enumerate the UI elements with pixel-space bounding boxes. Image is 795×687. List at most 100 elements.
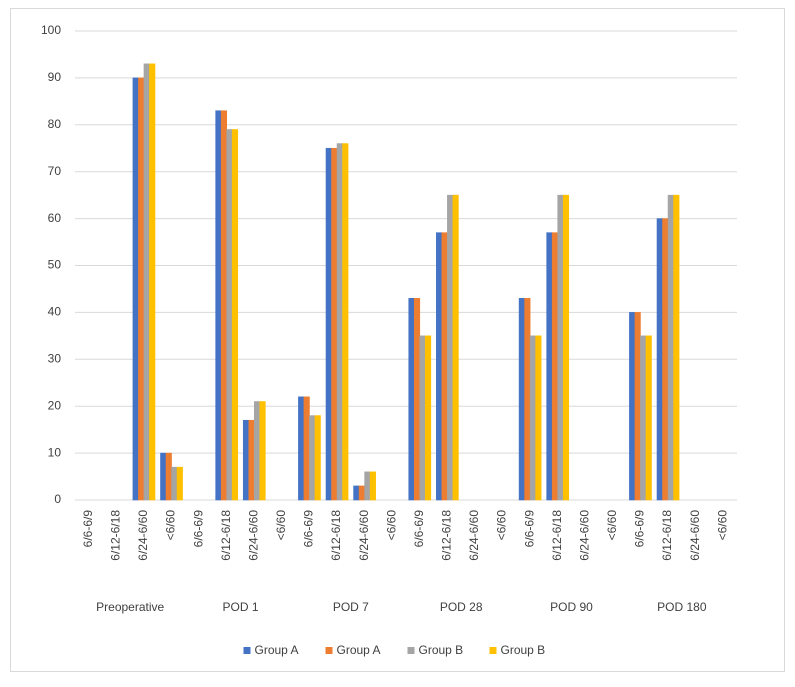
bar <box>656 218 663 501</box>
x-tick-label: <6/60 <box>164 510 178 541</box>
bar <box>309 415 316 501</box>
bar <box>408 298 415 501</box>
x-tick-label: 6/24-6/60 <box>357 510 371 561</box>
bar <box>369 471 376 501</box>
bar <box>336 143 343 501</box>
bar <box>551 232 559 501</box>
legend-label: Group B <box>419 643 464 657</box>
x-tick-label: 6/12-6/18 <box>660 510 674 561</box>
y-tick-label: 60 <box>48 211 62 225</box>
x-tick-label: 6/24-6/60 <box>246 510 260 561</box>
bar <box>298 396 305 501</box>
bar <box>419 335 426 501</box>
legend-swatch <box>325 647 333 654</box>
bar <box>353 485 360 501</box>
bar <box>640 335 647 501</box>
bar <box>165 452 172 501</box>
bar <box>358 485 365 501</box>
bar <box>303 396 310 501</box>
bar <box>425 335 432 501</box>
bar <box>138 77 145 501</box>
x-tick-label: <6/60 <box>605 510 619 541</box>
x-tick-label: 6/24-6/60 <box>577 510 591 561</box>
x-tick-label: 6/24-6/60 <box>467 510 481 561</box>
x-tick-label: <6/60 <box>715 510 729 541</box>
x-tick-label: 6/6-6/9 <box>633 510 647 548</box>
bar <box>325 147 332 501</box>
x-tick-label: 6/6-6/9 <box>412 510 426 548</box>
legend-swatch <box>489 647 497 654</box>
bar <box>259 401 266 501</box>
x-tick-label: 6/6-6/9 <box>191 510 205 548</box>
bar <box>529 335 536 501</box>
group-label: POD 180 <box>657 600 707 614</box>
legend-swatch <box>243 647 251 654</box>
bar <box>629 312 636 501</box>
bar <box>662 218 669 501</box>
x-tick-label: 6/6-6/9 <box>302 510 316 548</box>
bar <box>160 452 167 501</box>
y-tick-label: 0 <box>54 492 61 506</box>
y-tick-label: 70 <box>48 164 62 178</box>
bar <box>215 110 222 501</box>
bar <box>535 335 542 501</box>
group-label: POD 90 <box>550 600 593 614</box>
group-label: Preoperative <box>96 600 164 614</box>
bar <box>413 298 421 501</box>
bar <box>452 194 459 501</box>
x-tick-label: 6/6-6/9 <box>81 510 95 548</box>
bar <box>364 471 371 501</box>
legend-label: Group A <box>255 643 299 657</box>
x-tick-label: 6/24-6/60 <box>688 510 702 561</box>
y-tick-label: 100 <box>41 23 61 37</box>
x-tick-label: <6/60 <box>274 510 288 541</box>
bar <box>342 143 349 501</box>
y-tick-label: 20 <box>48 398 62 412</box>
bar <box>314 415 321 501</box>
y-tick-label: 90 <box>48 70 62 84</box>
bar <box>436 232 443 501</box>
group-label: POD 28 <box>440 600 483 614</box>
x-tick-label: 6/12-6/18 <box>219 510 233 561</box>
bar <box>220 110 228 501</box>
x-tick-label: <6/60 <box>384 510 398 541</box>
x-tick-label: 6/24-6/60 <box>136 510 150 561</box>
x-tick-label: 6/12-6/18 <box>109 510 123 561</box>
legend-label: Group A <box>337 643 381 657</box>
y-tick-label: 40 <box>48 305 62 319</box>
bar <box>171 466 178 501</box>
bar <box>447 194 454 501</box>
legend-label: Group B <box>501 643 546 657</box>
y-tick-label: 30 <box>48 351 62 365</box>
x-tick-label: 6/6-6/9 <box>522 510 536 548</box>
y-tick-label: 80 <box>48 117 62 131</box>
y-tick-label: 10 <box>48 445 62 459</box>
x-tick-label: 6/12-6/18 <box>440 510 454 561</box>
bar <box>331 147 338 501</box>
bar <box>176 466 183 501</box>
bar <box>524 298 531 501</box>
group-label: POD 7 <box>333 600 369 614</box>
bar <box>242 419 250 501</box>
bar <box>226 129 233 501</box>
legend-swatch <box>407 647 415 654</box>
group-label: POD 1 <box>222 600 258 614</box>
bar <box>667 194 674 501</box>
bar <box>143 63 150 501</box>
bar <box>441 232 448 501</box>
bar <box>634 312 641 501</box>
bar <box>546 232 553 501</box>
bar <box>645 335 652 501</box>
x-tick-label: 6/12-6/18 <box>329 510 343 561</box>
bar <box>253 401 261 501</box>
bar <box>562 194 570 501</box>
bar <box>149 63 156 501</box>
bar <box>673 194 680 501</box>
bar <box>518 298 525 501</box>
bar <box>557 194 564 501</box>
bar <box>248 419 255 501</box>
y-tick-label: 50 <box>48 258 62 272</box>
bar <box>132 77 139 501</box>
x-tick-label: <6/60 <box>495 510 509 541</box>
